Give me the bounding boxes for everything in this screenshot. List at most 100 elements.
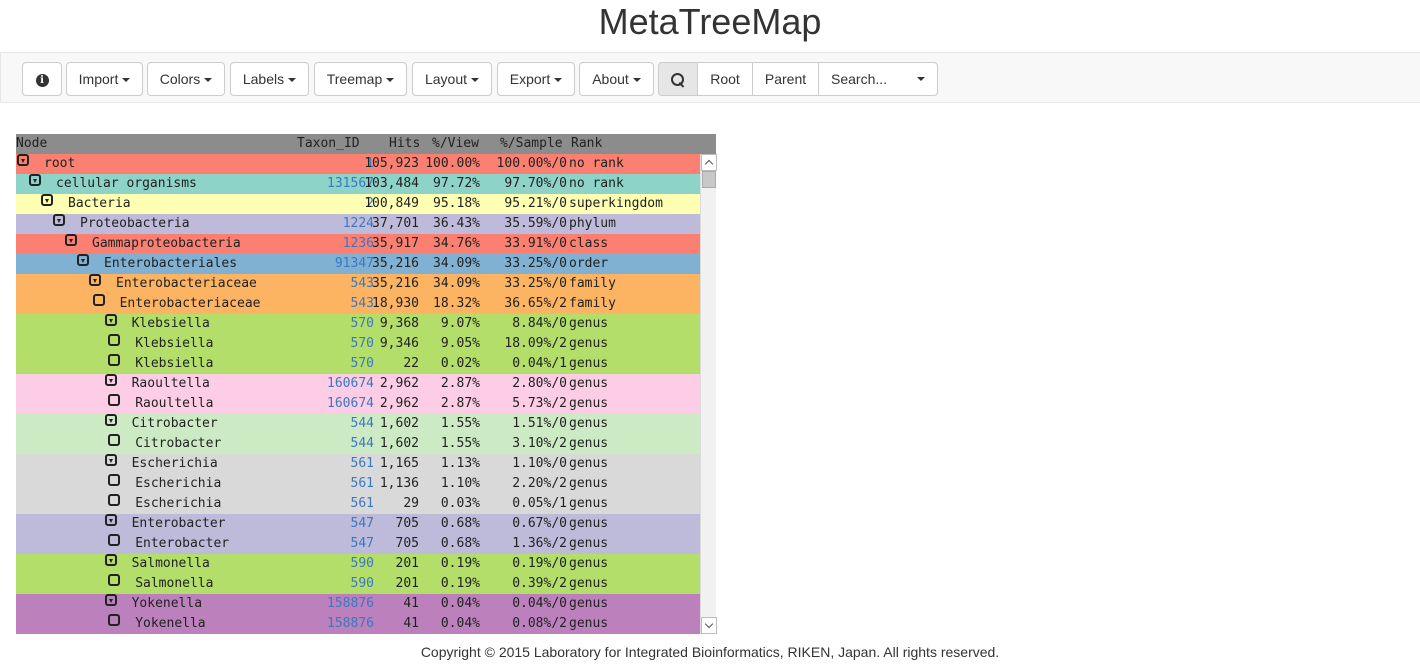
table-row[interactable]: Raoultella 160674 2,962 2.87% 5.73%/2 genus — [16, 394, 700, 414]
table-row[interactable]: Klebsiella 570 9,368 9.07% 8.84%/0 genus — [16, 314, 700, 334]
header-sample[interactable]: %/Sample — [500, 136, 563, 151]
taxon-id-link[interactable]: 160674 — [327, 396, 374, 411]
taxon-id-link[interactable]: 570 — [350, 336, 374, 351]
table-row[interactable]: Enterobacteriaceae 543 18,930 18.32% 36.65%/… — [16, 294, 700, 314]
search-select[interactable]: Search... — [818, 62, 938, 96]
collapse-toggle-icon[interactable] — [53, 214, 65, 226]
taxon-id-link[interactable]: 160674 — [327, 376, 374, 391]
about-menu-button[interactable]: About — [579, 62, 654, 96]
taxon-id-link[interactable]: 570 — [350, 316, 374, 331]
taxon-id-link[interactable]: 1224 — [342, 216, 374, 231]
table-row[interactable]: Salmonella 590 201 0.19% 0.19%/0 genus — [16, 554, 700, 574]
scroll-thumb[interactable] — [702, 171, 716, 188]
header-taxon-id[interactable]: Taxon_ID — [297, 136, 360, 151]
taxon-id-link[interactable]: 158876 — [327, 596, 374, 611]
vertical-scrollbar[interactable] — [700, 154, 717, 634]
table-row[interactable]: root 1 105,923 100.00% 100.00%/0 no rank — [16, 154, 700, 174]
table-row[interactable]: Citrobacter 544 1,602 1.55% 1.51%/0 genus — [16, 414, 700, 434]
leaf-node-icon[interactable] — [108, 354, 121, 366]
export-menu-button[interactable]: Export — [497, 62, 575, 96]
table-row[interactable]: Raoultella 160674 2,962 2.87% 2.80%/0 genus — [16, 374, 700, 394]
collapse-toggle-icon[interactable] — [104, 374, 117, 386]
table-row[interactable]: Salmonella 590 201 0.19% 0.39%/2 genus — [16, 574, 700, 594]
table-row[interactable]: Klebsiella 570 9,346 9.05% 18.09%/2 genus — [16, 334, 700, 354]
hits-value: 9,346 — [379, 336, 419, 351]
taxon-id-link[interactable]: 1236 — [342, 236, 374, 251]
taxon-id-link[interactable]: 1 — [366, 156, 374, 171]
taxon-id-link[interactable]: 561 — [350, 496, 374, 511]
taxon-id-link[interactable]: 590 — [350, 576, 374, 591]
table-row[interactable]: Escherichia 561 1,165 1.13% 1.10%/0 genus — [16, 454, 700, 474]
taxon-id-link[interactable]: 543 — [350, 296, 374, 311]
parent-button[interactable]: Parent — [752, 62, 819, 96]
collapse-toggle-icon[interactable] — [104, 414, 117, 426]
collapse-toggle-icon[interactable] — [104, 594, 117, 606]
collapse-toggle-icon[interactable] — [89, 274, 101, 286]
table-row[interactable]: cellular organisms 131567 103,484 97.72% 97.… — [16, 174, 700, 194]
leaf-node-icon[interactable] — [108, 334, 121, 346]
scroll-down-icon[interactable] — [701, 617, 717, 634]
table-row[interactable]: Klebsiella 570 22 0.02% 0.04%/1 genus — [16, 354, 700, 374]
collapse-toggle-icon[interactable] — [104, 514, 117, 526]
node-name: Enterobacteriales — [104, 256, 238, 271]
sample-percent: 1.36%/2 — [512, 536, 567, 551]
taxon-id-link[interactable]: 543 — [350, 276, 374, 291]
layout-menu-button[interactable]: Layout — [412, 62, 492, 96]
collapse-toggle-icon[interactable] — [104, 314, 117, 326]
hits-value: 2,962 — [379, 376, 419, 391]
header-view[interactable]: %/View — [432, 136, 479, 151]
search-toggle-button[interactable] — [658, 62, 698, 96]
taxon-id-link[interactable]: 544 — [350, 416, 374, 431]
labels-menu-button[interactable]: Labels — [230, 62, 309, 96]
table-row[interactable]: Enterobacter 547 705 0.68% 1.36%/2 genus — [16, 534, 700, 554]
info-button[interactable]: i — [22, 62, 62, 96]
leaf-node-icon[interactable] — [108, 614, 121, 626]
collapse-toggle-icon[interactable] — [104, 554, 117, 566]
taxon-id-link[interactable]: 561 — [350, 476, 374, 491]
taxon-id-link[interactable]: 561 — [350, 456, 374, 471]
table-row[interactable]: Escherichia 561 1,136 1.10% 2.20%/2 genus — [16, 474, 700, 494]
leaf-node-icon[interactable] — [108, 394, 121, 406]
taxon-id-link[interactable]: 2 — [366, 196, 374, 211]
rank-value: genus — [569, 556, 609, 571]
scroll-up-icon[interactable] — [701, 154, 717, 171]
header-hits[interactable]: Hits — [389, 136, 421, 151]
collapse-toggle-icon[interactable] — [41, 194, 53, 206]
taxon-id-link[interactable]: 158876 — [327, 616, 374, 631]
taxon-id-link[interactable]: 547 — [350, 516, 374, 531]
table-row[interactable]: Enterobacter 547 705 0.68% 0.67%/0 genus — [16, 514, 700, 534]
table-row[interactable]: Citrobacter 544 1,602 1.55% 3.10%/2 genus — [16, 434, 700, 454]
leaf-node-icon[interactable] — [108, 534, 121, 546]
collapse-toggle-icon[interactable] — [17, 154, 29, 166]
leaf-node-icon[interactable] — [108, 494, 121, 506]
leaf-node-icon[interactable] — [108, 434, 121, 446]
table-row[interactable]: Enterobacteriales 91347 35,216 34.09% 33.25%… — [16, 254, 700, 274]
taxon-id-link[interactable]: 547 — [350, 536, 374, 551]
taxon-id-link[interactable]: 544 — [350, 436, 374, 451]
root-button[interactable]: Root — [697, 62, 753, 96]
taxon-id-link[interactable]: 570 — [350, 356, 374, 371]
collapse-toggle-icon[interactable] — [104, 454, 117, 466]
hits-value: 201 — [395, 576, 419, 591]
table-row[interactable]: Yokenella 158876 41 0.04% 0.04%/0 genus — [16, 594, 700, 614]
leaf-node-icon[interactable] — [92, 294, 105, 306]
table-row[interactable]: Bacteria 2 100,849 95.18% 95.21%/0 superkingd… — [16, 194, 700, 214]
taxon-id-link[interactable]: 590 — [350, 556, 374, 571]
header-rank[interactable]: Rank — [571, 136, 603, 151]
import-menu-button[interactable]: Import — [66, 62, 143, 96]
treemap-menu-button[interactable]: Treemap — [314, 62, 407, 96]
table-row[interactable]: Yokenella 158876 41 0.04% 0.08%/2 genus — [16, 614, 700, 634]
table-row[interactable]: Proteobacteria 1224 37,701 36.43% 35.59%/0 ph… — [16, 214, 700, 234]
collapse-toggle-icon[interactable] — [77, 254, 89, 266]
taxon-id-link[interactable]: 91347 — [334, 256, 374, 271]
table-row[interactable]: Escherichia 561 29 0.03% 0.05%/1 genus — [16, 494, 700, 514]
taxon-id-link[interactable]: 131567 — [327, 176, 374, 191]
collapse-toggle-icon[interactable] — [65, 234, 77, 246]
table-row[interactable]: Enterobacteriaceae 543 35,216 34.09% 33.25%/… — [16, 274, 700, 294]
collapse-toggle-icon[interactable] — [29, 174, 41, 186]
leaf-node-icon[interactable] — [108, 574, 121, 586]
leaf-node-icon[interactable] — [108, 474, 121, 486]
table-row[interactable]: Gammaproteobacteria 1236 35,917 34.76% 33.91… — [16, 234, 700, 254]
header-node[interactable]: Node — [16, 136, 48, 151]
colors-menu-button[interactable]: Colors — [147, 62, 225, 96]
